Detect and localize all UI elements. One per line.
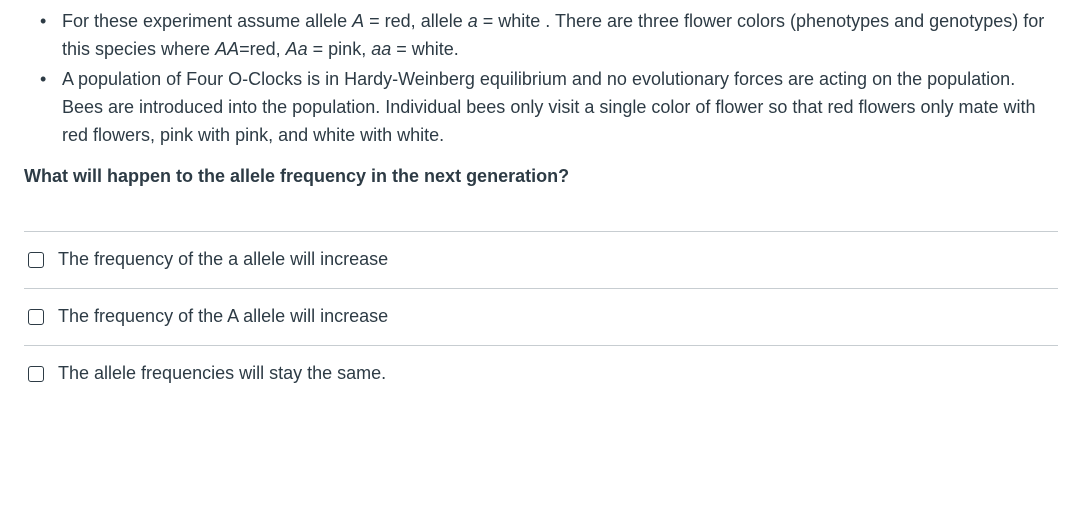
option-label: The allele frequencies will stay the sam… [58,360,386,388]
body-text: = pink, [308,39,372,59]
bullet-item: For these experiment assume allele A = r… [62,8,1058,64]
question-prompt: What will happen to the allele frequency… [24,163,1058,191]
italic-text: AA [215,39,239,59]
bullet-item: A population of Four O-Clocks is in Hard… [62,66,1058,150]
option-row[interactable]: The frequency of the a allele will incre… [24,231,1058,288]
checkbox-icon[interactable] [28,309,44,325]
option-row[interactable]: The frequency of the A allele will incre… [24,288,1058,345]
italic-text: a [468,11,478,31]
italic-text: A [352,11,364,31]
italic-text: Aa [286,39,308,59]
answer-options: The frequency of the a allele will incre… [24,231,1058,402]
option-label: The frequency of the a allele will incre… [58,246,388,274]
checkbox-icon[interactable] [28,252,44,268]
body-text: =red, [239,39,286,59]
context-bullet-list: For these experiment assume allele A = r… [24,8,1058,149]
body-text: = white. [391,39,459,59]
body-text: For these experiment assume allele [62,11,352,31]
checkbox-icon[interactable] [28,366,44,382]
body-text: = red, allele [364,11,468,31]
option-row[interactable]: The allele frequencies will stay the sam… [24,345,1058,402]
italic-text: aa [371,39,391,59]
option-label: The frequency of the A allele will incre… [58,303,388,331]
body-text: A population of Four O-Clocks is in Hard… [62,69,1036,145]
